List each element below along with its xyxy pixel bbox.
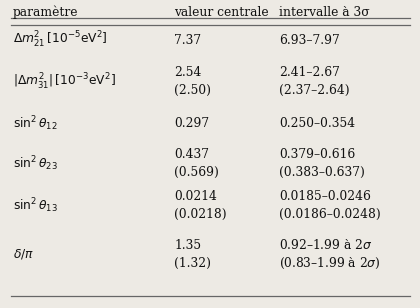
Text: intervalle à 3σ: intervalle à 3σ — [279, 6, 370, 19]
Text: 2.41–2.67: 2.41–2.67 — [279, 66, 340, 79]
Text: 1.35: 1.35 — [174, 239, 202, 252]
Text: $\sin^2\theta_{23}$: $\sin^2\theta_{23}$ — [13, 155, 58, 173]
Text: (1.32): (1.32) — [174, 257, 211, 270]
Text: 0.0214: 0.0214 — [174, 190, 217, 203]
Text: (0.0186–0.0248): (0.0186–0.0248) — [279, 208, 381, 221]
Text: $\sin^2\theta_{12}$: $\sin^2\theta_{12}$ — [13, 114, 58, 132]
Text: 2.54: 2.54 — [174, 66, 202, 79]
Text: 0.297: 0.297 — [174, 117, 210, 130]
Text: 0.250–0.354: 0.250–0.354 — [279, 117, 355, 130]
Text: $\delta/\pi$: $\delta/\pi$ — [13, 247, 34, 261]
Text: (0.383–0.637): (0.383–0.637) — [279, 166, 365, 179]
Text: 0.0185–0.0246: 0.0185–0.0246 — [279, 190, 371, 203]
Text: $|\Delta m^2_{31}|\,[10^{-3}\mathrm{eV}^2]$: $|\Delta m^2_{31}|\,[10^{-3}\mathrm{eV}^… — [13, 71, 116, 92]
Text: valeur centrale: valeur centrale — [174, 6, 269, 19]
Text: (2.50): (2.50) — [174, 84, 211, 97]
Text: (0.83–1.99 à 2$\sigma$): (0.83–1.99 à 2$\sigma$) — [279, 255, 381, 271]
Text: $\Delta m^2_{21}\,[10^{-5}\mathrm{eV}^2]$: $\Delta m^2_{21}\,[10^{-5}\mathrm{eV}^2]… — [13, 30, 107, 50]
Text: (0.569): (0.569) — [174, 166, 219, 179]
Text: (2.37–2.64): (2.37–2.64) — [279, 84, 350, 97]
Text: $\sin^2\theta_{13}$: $\sin^2\theta_{13}$ — [13, 196, 58, 215]
Text: 0.437: 0.437 — [174, 148, 209, 161]
Text: 0.92–1.99 à 2$\sigma$: 0.92–1.99 à 2$\sigma$ — [279, 238, 373, 252]
Text: paramètre: paramètre — [13, 6, 78, 19]
Text: 6.93–7.97: 6.93–7.97 — [279, 34, 340, 47]
Text: (0.0218): (0.0218) — [174, 208, 227, 221]
Text: 0.379–0.616: 0.379–0.616 — [279, 148, 356, 161]
Text: 7.37: 7.37 — [174, 34, 202, 47]
